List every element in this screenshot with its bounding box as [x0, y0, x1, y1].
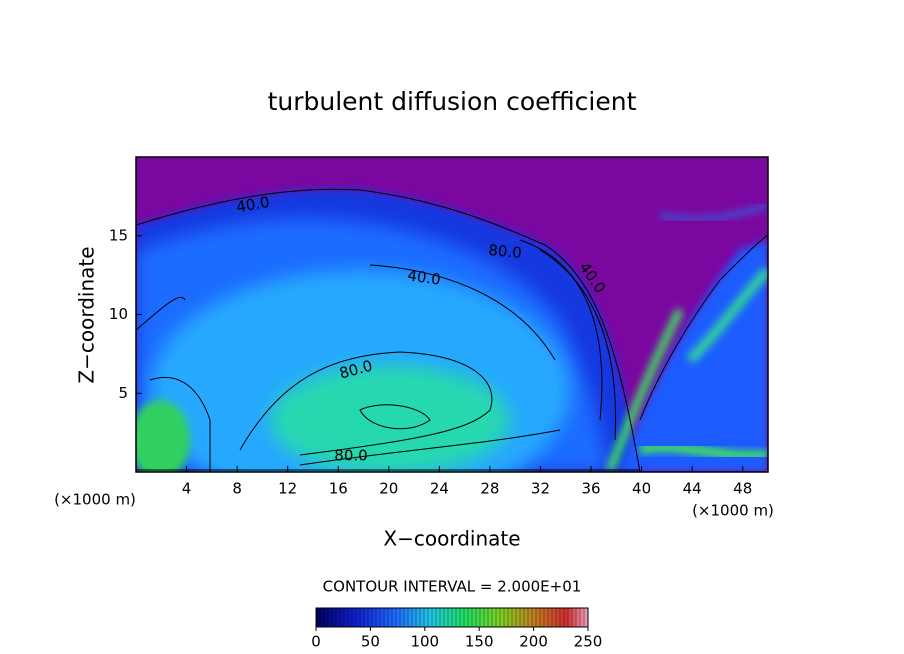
y-unit: (×1000 m) — [54, 491, 136, 509]
x-tick-label: 32 — [531, 480, 550, 498]
x-tick-label: 20 — [379, 480, 398, 498]
colorbar-tick-label: 50 — [361, 633, 380, 651]
colorbar — [316, 608, 588, 627]
colorbar-tick-label: 200 — [519, 633, 548, 651]
x-axis-label: X−coordinate — [383, 527, 520, 551]
x-tick-label: 44 — [683, 480, 702, 498]
x-tick-label: 12 — [278, 480, 297, 498]
x-tick-label: 4 — [182, 480, 192, 498]
y-tick-label: 10 — [109, 305, 128, 323]
x-tick-label: 8 — [232, 480, 242, 498]
colorbar-frame — [315, 607, 589, 628]
y-axis-label: Z−coordinate — [75, 246, 99, 383]
colorbar-tick-label: 100 — [410, 633, 439, 651]
contour-label: 40.0 — [406, 266, 442, 288]
x-unit: (×1000 m) — [692, 502, 774, 520]
x-tick-label: 28 — [480, 480, 499, 498]
colorbar-tick-label: 150 — [465, 633, 494, 651]
contour-label: 80.0 — [334, 447, 367, 465]
contour-label: 40.0 — [235, 193, 271, 217]
contour-field — [136, 157, 768, 472]
contour-label: 80.0 — [488, 241, 523, 262]
colorbar-stripes — [315, 608, 585, 627]
colorbar-tick-label: 0 — [311, 633, 321, 651]
y-tick-label: 5 — [118, 384, 128, 402]
y-tick-label: 15 — [109, 226, 128, 244]
x-tick-label: 36 — [581, 480, 600, 498]
contour-interval: CONTOUR INTERVAL = 2.000E+01 — [323, 578, 582, 596]
x-tick-label: 40 — [632, 480, 651, 498]
x-tick-label: 24 — [430, 480, 449, 498]
colorbar-tick-label: 250 — [574, 633, 603, 651]
x-tick-label: 48 — [733, 480, 752, 498]
x-tick-label: 16 — [329, 480, 348, 498]
chart-title: turbulent diffusion coefficient — [268, 87, 637, 116]
